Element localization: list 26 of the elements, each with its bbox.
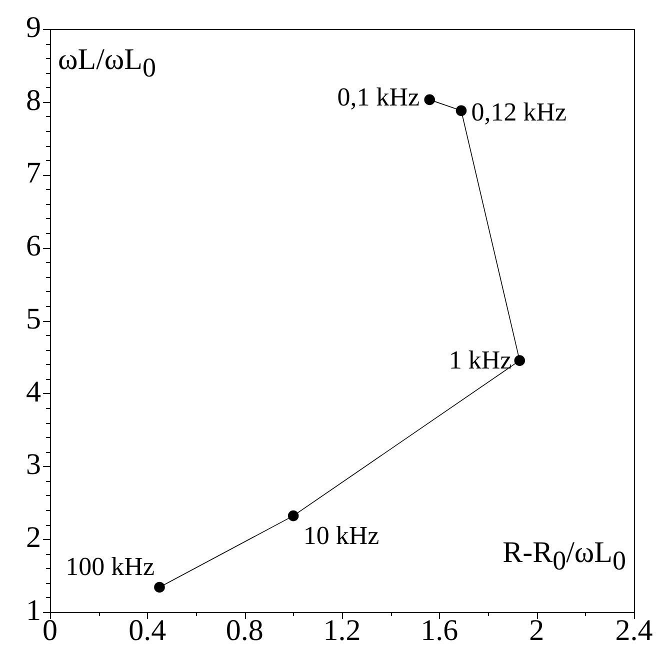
annotation: 1 kHz xyxy=(448,346,512,375)
y-tick-label: 7 xyxy=(26,156,41,190)
point xyxy=(514,355,526,366)
x-tick-label: 1.6 xyxy=(420,614,458,647)
annotation: 10 kHz xyxy=(303,520,380,550)
annotation: 0,1 kHz xyxy=(337,82,420,112)
x-tick-label: 1.2 xyxy=(323,614,361,647)
x-tick-label: 0.8 xyxy=(226,614,264,647)
y-tick-label: 6 xyxy=(26,230,41,262)
y-tick-label: 8 xyxy=(26,84,41,117)
annotation: 100 kHz xyxy=(66,552,155,582)
x-tick-label: 2.4 xyxy=(615,614,653,647)
x-tick-label: 2 xyxy=(529,614,544,647)
point xyxy=(288,510,299,522)
x-tick-label: 0.4 xyxy=(128,614,166,647)
x-tick-label: 0 xyxy=(42,614,58,647)
y-tick-label: 5 xyxy=(26,302,41,336)
y-tick-label: 4 xyxy=(26,375,41,408)
annotation: 0,12 kHz xyxy=(471,98,567,127)
y-tick-label: 3 xyxy=(26,448,41,482)
point xyxy=(456,105,467,116)
point xyxy=(424,94,435,106)
point xyxy=(154,582,165,593)
y-tick-label: 1 xyxy=(26,594,41,627)
y-tick-label: 2 xyxy=(26,521,41,554)
y-tick-label: 9 xyxy=(26,10,41,44)
